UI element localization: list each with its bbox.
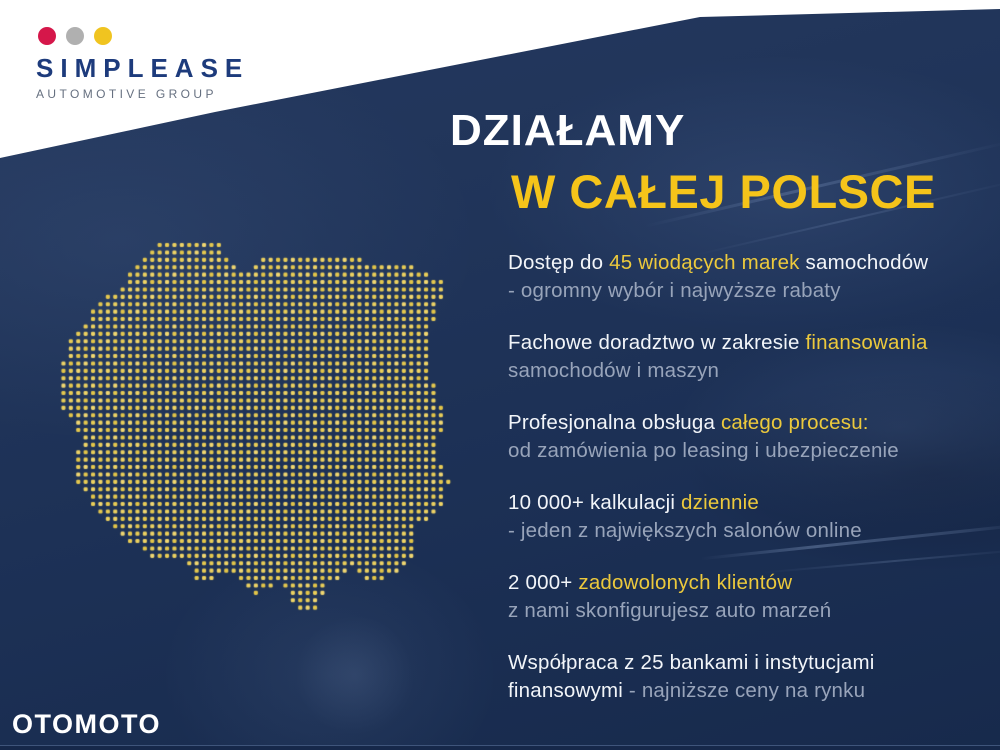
benefit-line2: - ogromny wybór i najwyższe rabaty (508, 277, 963, 305)
benefit-text-segment: całego procesu: (720, 411, 869, 434)
benefit-line2: samochodów i maszyn (508, 357, 963, 385)
brand-name: SIMPLEASE (36, 53, 250, 83)
benefit-line1: Profesjonalna obsługa całego procesu: (508, 409, 963, 437)
benefit-text-segment: Dostęp do (508, 251, 610, 274)
benefit-text-segment: z nami skonfigurujesz auto marzeń (508, 599, 832, 622)
benefits-list: Dostęp do 45 wiodących marek samochodów -… (508, 249, 963, 729)
benefit-item: Dostęp do 45 wiodących marek samochodów -… (508, 249, 963, 305)
benefit-item: 2 000+ zadowolonych klientów z nami skonf… (508, 569, 963, 625)
benefit-text-segment: od zamówienia po leasing i ubezpieczenie (508, 439, 899, 462)
benefit-line2: finansowymi - najniższe ceny na rynku (508, 677, 963, 705)
benefit-text-segment: - ogromny wybór i najwyższe rabaty (508, 279, 841, 302)
benefit-text-segment: Współpraca z 25 bankami i instytucjami (508, 651, 875, 674)
headline-line1: DZIAŁAMY (450, 106, 686, 155)
benefit-line1: Dostęp do 45 wiodących marek samochodów (508, 249, 963, 277)
benefit-line1: 2 000+ zadowolonych klientów (508, 569, 963, 597)
logo-dot-icon (38, 27, 56, 45)
benefit-line1: Współpraca z 25 bankami i instytucjami (508, 649, 963, 677)
benefit-text-segment: finansowymi (508, 679, 623, 702)
benefit-text-segment: - jeden z największych salonów online (508, 519, 862, 542)
simplease-logo: SIMPLEASE AUTOMOTIVE GROUP (36, 27, 249, 101)
benefit-text-segment: 10 000+ kalkulacji (508, 491, 682, 514)
benefit-text-segment: samochodów (799, 251, 929, 274)
benefit-item: 10 000+ kalkulacji dziennie - jeden z naj… (508, 489, 963, 545)
car-light-glow (270, 590, 440, 750)
benefit-text-segment: dziennie (681, 491, 760, 514)
bottom-edge-strip (0, 745, 1000, 750)
benefit-line2: z nami skonfigurujesz auto marzeń (508, 597, 963, 625)
benefit-text-segment: - najniższe ceny na rynku (623, 679, 866, 702)
benefit-line2: od zamówienia po leasing i ubezpieczenie (508, 437, 963, 465)
benefit-line1: 10 000+ kalkulacji dziennie (508, 489, 963, 517)
benefit-text-segment: Profesjonalna obsługa (508, 411, 721, 434)
benefit-text-segment: samochodów i maszyn (508, 359, 720, 382)
benefit-item: Fachowe doradztwo w zakresie finansowani… (508, 329, 963, 385)
brand-tagline: AUTOMOTIVE GROUP (36, 87, 217, 101)
logo-dots-icon (38, 27, 249, 45)
otomoto-logo: OTOMOTO (12, 709, 162, 739)
benefit-text-segment: zadowolonych klientów (578, 571, 793, 594)
poland-dot-map (52, 241, 452, 611)
benefit-item: Współpraca z 25 bankami i instytucjami fi… (508, 649, 963, 705)
benefit-item: Profesjonalna obsługa całego procesu: od … (508, 409, 963, 465)
benefit-text-segment: finansowania (805, 331, 928, 354)
benefit-line1: Fachowe doradztwo w zakresie finansowani… (508, 329, 963, 357)
headline-line2: W CAŁEJ POLSCE (511, 165, 936, 218)
benefit-text-segment: 2 000+ (508, 571, 579, 594)
benefit-text-segment: Fachowe doradztwo w zakresie (508, 331, 806, 354)
benefit-text-segment: 45 wiodących marek (609, 251, 800, 274)
logo-dot-icon (66, 27, 84, 45)
logo-dot-icon (94, 27, 112, 45)
benefit-line2: - jeden z największych salonów online (508, 517, 963, 545)
